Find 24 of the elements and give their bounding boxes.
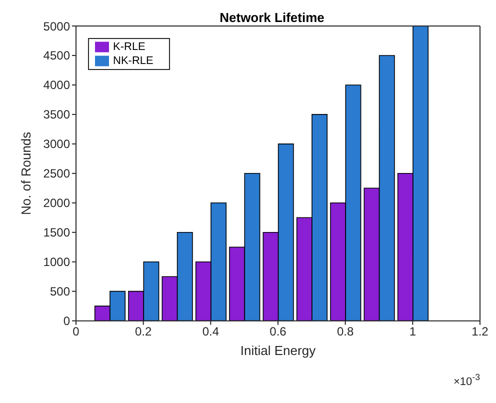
y-tick-label: 2000: [43, 196, 70, 210]
y-axis-title: No. of Rounds: [18, 131, 34, 215]
x-tick-label: 0.2: [134, 324, 152, 338]
y-tick-label: 500: [50, 284, 70, 299]
x-tick-label: 1: [409, 324, 416, 338]
x-tick-label: 1.2: [472, 324, 489, 338]
x-axis-title: Initial Energy: [240, 342, 316, 358]
y-tick-label: 4500: [43, 48, 70, 63]
x-tick-label: 0.4: [202, 324, 220, 338]
y-tick-label: 2500: [43, 166, 70, 181]
chart-title: Network Lifetime: [220, 10, 324, 25]
legend-label: K-RLE: [113, 41, 146, 53]
x-tick-label: 0.8: [336, 324, 354, 338]
y-tick-label: 5000: [43, 19, 70, 34]
x-tick-label: 0.6: [270, 324, 287, 338]
y-tick-label: 1000: [43, 255, 70, 270]
x-tick-label: 0: [72, 324, 80, 338]
y-tick-label: 4000: [43, 78, 70, 92]
legend-label: NK-RLE: [113, 55, 154, 68]
y-tick-label: 0: [63, 314, 70, 328]
y-tick-label: 1500: [43, 226, 70, 240]
y-tick-label: 3000: [43, 137, 70, 152]
text: ×10$^{-3}$: [454, 372, 480, 388]
y-tick-label: 3500: [43, 108, 70, 122]
